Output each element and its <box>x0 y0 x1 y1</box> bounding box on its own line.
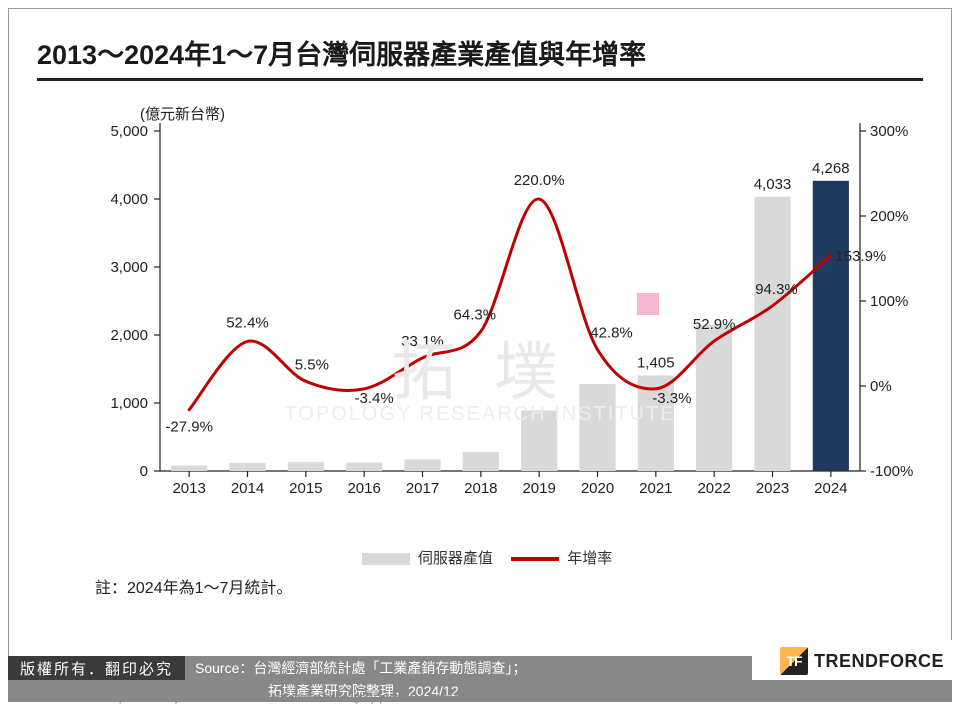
legend-line-label: 年增率 <box>567 550 612 567</box>
slide-frame: 2013～2024年1～7月台灣伺服器產業產值與年增率 拓 墣 TOPOLOGY… <box>8 8 952 680</box>
svg-text:2016: 2016 <box>347 480 380 497</box>
svg-text:220.0%: 220.0% <box>514 172 565 189</box>
svg-text:2014: 2014 <box>231 480 264 497</box>
svg-text:2,000: 2,000 <box>110 327 148 344</box>
svg-text:52.4%: 52.4% <box>226 314 269 331</box>
svg-text:2023: 2023 <box>756 480 789 497</box>
svg-text:200%: 200% <box>870 208 908 225</box>
svg-text:4,000: 4,000 <box>110 191 148 208</box>
svg-text:2018: 2018 <box>464 480 497 497</box>
svg-text:-27.9%: -27.9% <box>165 419 213 436</box>
svg-text:52.9%: 52.9% <box>693 316 736 333</box>
svg-text:2019: 2019 <box>522 480 555 497</box>
svg-text:0%: 0% <box>870 378 892 395</box>
svg-text:-3.3%: -3.3% <box>652 390 691 407</box>
brand-logo: TRENDFORCE <box>752 640 952 680</box>
combo-chart: (億元新台幣) 0 1,000 2,000 3,000 4,000 5,000 -100% 0%… <box>37 91 923 551</box>
svg-text:0: 0 <box>140 463 148 480</box>
svg-text:2017: 2017 <box>406 480 439 497</box>
svg-text:4,033: 4,033 <box>754 176 792 193</box>
svg-text:64.3%: 64.3% <box>454 306 497 323</box>
svg-text:2022: 2022 <box>697 480 730 497</box>
svg-text:300%: 300% <box>870 123 908 140</box>
disclaimer-text: The contents of this report and any atta… <box>8 688 952 704</box>
trendforce-mark-icon <box>780 647 808 675</box>
brand-name: TRENDFORCE <box>814 651 944 672</box>
svg-text:5.5%: 5.5% <box>295 356 329 373</box>
title-rule <box>37 78 923 81</box>
svg-text:5,000: 5,000 <box>110 123 148 140</box>
svg-text:100%: 100% <box>870 293 908 310</box>
svg-text:-100%: -100% <box>870 463 913 480</box>
chart-area: 拓 墣 TOPOLOGY RESEARCH INSTITUTE (億元新台幣)0… <box>37 91 923 551</box>
svg-text:153.9%: 153.9% <box>835 248 886 265</box>
svg-text:4,268: 4,268 <box>812 160 850 177</box>
svg-text:2024: 2024 <box>814 480 847 497</box>
legend-line-swatch <box>511 557 559 561</box>
svg-text:1,000: 1,000 <box>110 395 148 412</box>
svg-text:94.3%: 94.3% <box>755 281 798 298</box>
legend-bar-swatch <box>362 553 410 565</box>
svg-text:-3.4%: -3.4% <box>355 390 394 407</box>
svg-text:42.8%: 42.8% <box>590 325 633 342</box>
svg-text:3,000: 3,000 <box>110 259 148 276</box>
svg-text:2021: 2021 <box>639 480 672 497</box>
copyright-label: 版權所有．翻印必究 <box>8 656 185 680</box>
svg-text:33.1%: 33.1% <box>401 333 444 350</box>
svg-text:2013: 2013 <box>172 480 205 497</box>
svg-text:(億元新台幣): (億元新台幣) <box>140 106 225 123</box>
chart-note: 註：2024年為1～7月統計。 <box>95 574 923 598</box>
legend-bar-label: 伺服器產值 <box>418 550 493 567</box>
chart-title: 2013～2024年1～7月台灣伺服器產業產值與年增率 <box>37 33 923 72</box>
svg-text:2020: 2020 <box>581 480 614 497</box>
svg-text:1,405: 1,405 <box>637 354 675 371</box>
watermark-pink-square <box>637 293 659 315</box>
source-line1: Source：台灣經濟部統計處「工業產銷存動態調查」； <box>195 658 526 678</box>
svg-text:2015: 2015 <box>289 480 322 497</box>
